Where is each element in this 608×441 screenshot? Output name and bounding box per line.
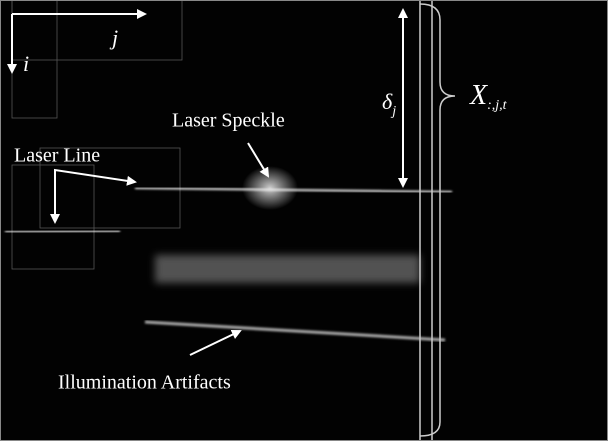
i-label: i — [23, 51, 29, 76]
page: j i Laser Speckle Laser Line Illuminatio… — [0, 0, 608, 441]
artifact-band — [155, 255, 420, 283]
illumination-artifacts-label: Illumination Artifacts — [58, 372, 231, 394]
laser-line-left — [5, 231, 120, 232]
laser-line-label: Laser Line — [14, 145, 100, 167]
annotated-image: j i Laser Speckle Laser Line Illuminatio… — [0, 0, 608, 441]
speckle-glow — [242, 166, 298, 210]
laser-speckle-label: Laser Speckle — [172, 110, 285, 132]
column-subscript: :,j,t — [487, 98, 508, 113]
column-symbol: X — [469, 80, 488, 111]
